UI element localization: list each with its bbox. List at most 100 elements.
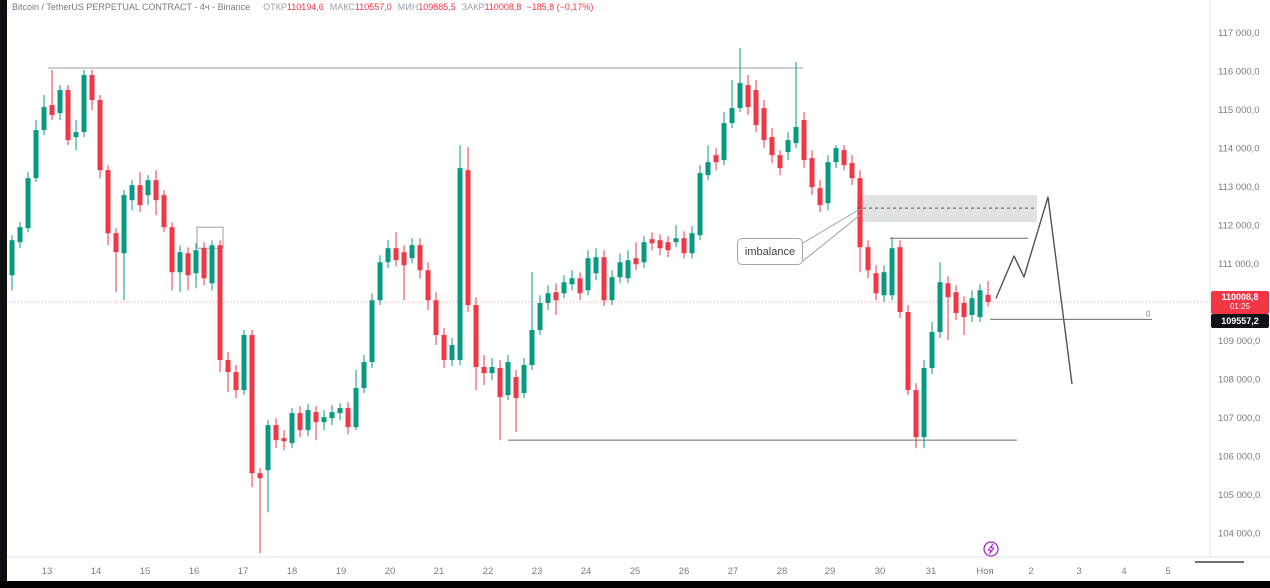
- candle-body: [17, 227, 23, 243]
- candle-body: [169, 227, 175, 273]
- time-tick-label: 25: [630, 566, 641, 577]
- candle-body: [41, 107, 47, 131]
- callout-pointer-line: [802, 214, 861, 262]
- candle-body: [185, 253, 191, 276]
- price-tick-label: 117 000,0: [1218, 28, 1260, 39]
- candle-body: [745, 85, 751, 108]
- time-tick-label: 5: [1165, 566, 1170, 577]
- horizontal-ray-label: 0: [1146, 309, 1151, 318]
- high-value: 110557,0: [354, 2, 392, 12]
- candle-body: [353, 388, 359, 428]
- price-tick-label: 113 000,0: [1218, 182, 1260, 193]
- candle-body: [609, 277, 615, 301]
- candle-body: [545, 293, 551, 303]
- projection-zigzag[interactable]: [995, 196, 1073, 385]
- candle-body: [201, 248, 207, 279]
- candle-body: [673, 238, 679, 243]
- candle-body: [137, 185, 143, 206]
- candle-body: [713, 155, 719, 163]
- symbol-title[interactable]: Bitcoin / TetherUS PERPETUAL CONTRACT - …: [12, 2, 251, 12]
- candle-body: [113, 233, 119, 253]
- left-edge-bar: [0, 0, 7, 581]
- candle-body: [161, 195, 167, 228]
- candle-body: [337, 408, 343, 414]
- candle-body: [633, 258, 639, 265]
- candle-body: [929, 332, 935, 369]
- close-value: 110008,8: [484, 2, 522, 12]
- time-tick-label: 22: [483, 566, 494, 577]
- low-label: МИН: [397, 2, 419, 12]
- candle-body: [329, 412, 335, 419]
- time-tick-label: 17: [238, 566, 249, 577]
- small-range-box[interactable]: [196, 226, 224, 249]
- candle-body: [953, 292, 959, 314]
- time-tick-label: 29: [825, 566, 836, 577]
- candle-body: [233, 372, 239, 391]
- candle-body: [801, 120, 807, 161]
- candle-body: [345, 408, 351, 428]
- price-scale[interactable]: 117 000,0 116 000,0 115 000,0 114 000,0 113 …: [1209, 0, 1260, 557]
- candle-body: [721, 123, 727, 161]
- candle-body: [401, 252, 407, 266]
- candle-body: [825, 162, 831, 204]
- candle-body: [921, 368, 927, 438]
- candle-body: [393, 248, 399, 261]
- candle-body: [65, 90, 71, 141]
- candle-body: [761, 108, 767, 141]
- candle-body: [969, 298, 975, 316]
- candle-body: [625, 260, 631, 279]
- candle-body: [873, 273, 879, 294]
- price-tick-label: 107 000,0: [1218, 413, 1260, 424]
- candle-body: [73, 132, 79, 138]
- time-tick-label: 18: [287, 566, 298, 577]
- candle-body: [377, 262, 383, 301]
- candle-body: [321, 417, 327, 423]
- candle-body: [561, 282, 567, 294]
- event-icon[interactable]: [983, 541, 999, 557]
- candle-body: [521, 365, 527, 394]
- candle-body: [369, 300, 375, 363]
- candle-body: [505, 362, 511, 396]
- candle-body: [649, 239, 655, 244]
- candle-body: [777, 155, 783, 169]
- candle-body: [769, 137, 775, 156]
- candle-body: [313, 412, 319, 423]
- candle-body: [601, 257, 607, 301]
- price-tick-label: 111 000,0: [1218, 259, 1259, 270]
- candle-body: [529, 330, 535, 366]
- candle-body: [705, 162, 711, 176]
- candle-body: [473, 304, 479, 368]
- time-tick-label: 4: [1121, 566, 1126, 577]
- candle-body: [409, 245, 415, 259]
- time-tick-label: 15: [140, 566, 151, 577]
- candle-body: [897, 247, 903, 313]
- candle-body: [881, 272, 887, 296]
- time-scale[interactable]: 13 14 15 16 17 18 19 20 21 22 23 24 25 26 27 28 29 30 31 Но…: [0, 556, 1270, 577]
- candle-body: [225, 360, 231, 373]
- time-tick-label: 20: [385, 566, 396, 577]
- candle-body: [465, 170, 471, 305]
- candle-body: [145, 180, 151, 196]
- price-tick-label: 108 000,0: [1218, 374, 1260, 385]
- candle-body: [681, 238, 687, 254]
- ray-price-badge: 109557,2: [1211, 314, 1269, 328]
- candle-body: [121, 195, 127, 254]
- candle-body: [489, 367, 495, 374]
- candle-body: [241, 335, 247, 391]
- candle-body: [9, 240, 15, 276]
- imbalance-zone[interactable]: [857, 195, 1037, 223]
- candle-body: [209, 245, 215, 284]
- time-tick-label: 2: [1028, 566, 1033, 577]
- last-price-value: 110008,8: [1221, 292, 1259, 302]
- candle-body: [593, 257, 599, 274]
- time-tick-label: 30: [875, 566, 886, 577]
- imbalance-callout[interactable]: imbalance: [737, 238, 803, 265]
- candle-body: [481, 367, 487, 374]
- candle-body: [537, 302, 543, 331]
- price-tick-label: 106 000,0: [1218, 451, 1260, 462]
- open-value: 110194,6: [286, 2, 324, 12]
- candle-body: [905, 312, 911, 391]
- time-tick-label: 24: [581, 566, 592, 577]
- candle-body: [193, 250, 199, 274]
